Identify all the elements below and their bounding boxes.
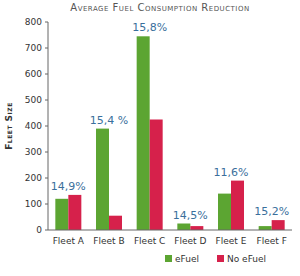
bar xyxy=(190,226,203,230)
x-tick-label: Fleet F xyxy=(257,236,287,246)
bar xyxy=(231,181,244,230)
y-tick-label: 800 xyxy=(25,17,42,27)
x-tick-label: Fleet A xyxy=(53,236,85,246)
bar xyxy=(177,224,190,231)
bar xyxy=(272,220,285,230)
bar xyxy=(150,120,163,231)
chart-title: Average Fuel Consumption Reduction xyxy=(70,2,249,13)
y-tick-label: 100 xyxy=(25,199,42,209)
y-axis-label: Fleet Size xyxy=(4,102,14,150)
bar xyxy=(109,216,122,230)
chart-svg: Average Fuel Consumption Reduction Fleet … xyxy=(0,0,300,276)
bar xyxy=(218,194,231,230)
annotation: 15,8% xyxy=(132,21,167,34)
legend-swatch xyxy=(165,255,172,262)
bar xyxy=(96,129,109,230)
legend: eFuel No eFuel xyxy=(165,254,266,264)
chart-container: Average Fuel Consumption Reduction Fleet … xyxy=(0,0,300,276)
y-tick-label: 600 xyxy=(25,69,42,79)
y-tick-label: 500 xyxy=(25,95,42,105)
x-tick-label: Fleet C xyxy=(134,236,165,246)
y-axis-line xyxy=(48,22,49,230)
annotation: 15,2% xyxy=(254,205,289,218)
y-tick-label: 300 xyxy=(25,147,42,157)
annotation: 14,5% xyxy=(173,209,208,222)
annotation: 14,9% xyxy=(51,180,86,193)
legend-label: eFuel xyxy=(175,254,199,264)
annotation: 11,6% xyxy=(214,166,249,179)
y-tick-label: 400 xyxy=(25,121,42,131)
annotation: 15,4 % xyxy=(90,114,128,127)
x-tick-label: Fleet B xyxy=(93,236,124,246)
bars xyxy=(55,36,284,230)
bar xyxy=(68,195,81,230)
y-tick-label: 700 xyxy=(25,43,42,53)
bar xyxy=(55,199,68,230)
y-tick-label: 200 xyxy=(25,173,42,183)
x-axis-line xyxy=(48,230,292,231)
legend-swatch xyxy=(217,255,224,262)
legend-label: No eFuel xyxy=(227,254,266,264)
x-tick-label: Fleet D xyxy=(174,236,206,246)
bar xyxy=(259,226,272,230)
bar xyxy=(137,36,150,230)
y-tick-label: 0 xyxy=(36,225,42,235)
x-tick-label: Fleet E xyxy=(216,236,247,246)
